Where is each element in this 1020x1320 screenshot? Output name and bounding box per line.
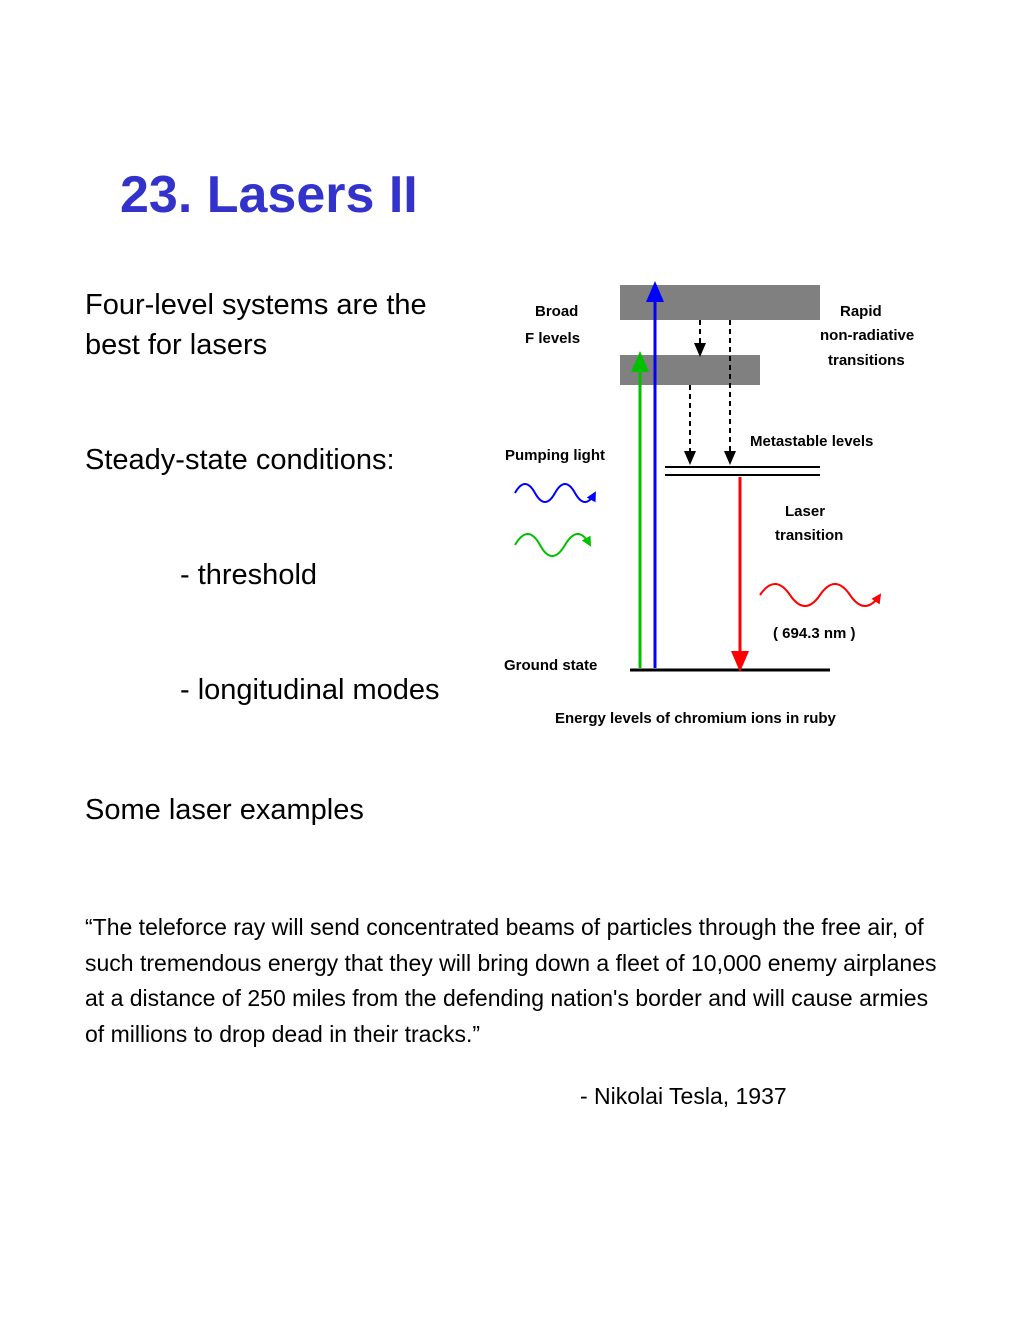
quote-text: “The teleforce ray will send concentrate… [85, 910, 940, 1053]
label-rapid: Rapid [840, 303, 882, 320]
label-nonrad: non-radiative [820, 327, 914, 344]
label-pumping: Pumping light [505, 447, 605, 464]
quote-attribution: - Nikolai Tesla, 1937 [580, 1083, 787, 1110]
body-line-4: - threshold [180, 555, 317, 596]
label-wavelength: ( 694.3 nm ) [773, 625, 856, 642]
body-line-2: best for lasers [85, 325, 267, 366]
page-title: 23. Lasers II [120, 165, 418, 225]
wave-blue [515, 484, 595, 502]
label-metastable: Metastable levels [750, 433, 873, 450]
body-line-1: Four-level systems are the [85, 285, 427, 326]
label-laser: Laser [785, 503, 825, 520]
body-line-5: - longitudinal modes [180, 670, 440, 711]
wave-red [760, 584, 880, 606]
label-flevels: F levels [525, 330, 580, 347]
energy-level-diagram: Broad F levels Rapid non-radiative trans… [500, 275, 950, 745]
top-band-rect [620, 285, 820, 320]
label-transitions: transitions [828, 352, 905, 369]
body-line-3: Steady-state conditions: [85, 440, 395, 481]
label-ground: Ground state [504, 657, 597, 674]
wave-green [515, 534, 590, 556]
label-transition: transition [775, 527, 843, 544]
body-line-6: Some laser examples [85, 790, 364, 831]
diagram-caption: Energy levels of chromium ions in ruby [555, 710, 836, 727]
label-broad: Broad [535, 303, 578, 320]
